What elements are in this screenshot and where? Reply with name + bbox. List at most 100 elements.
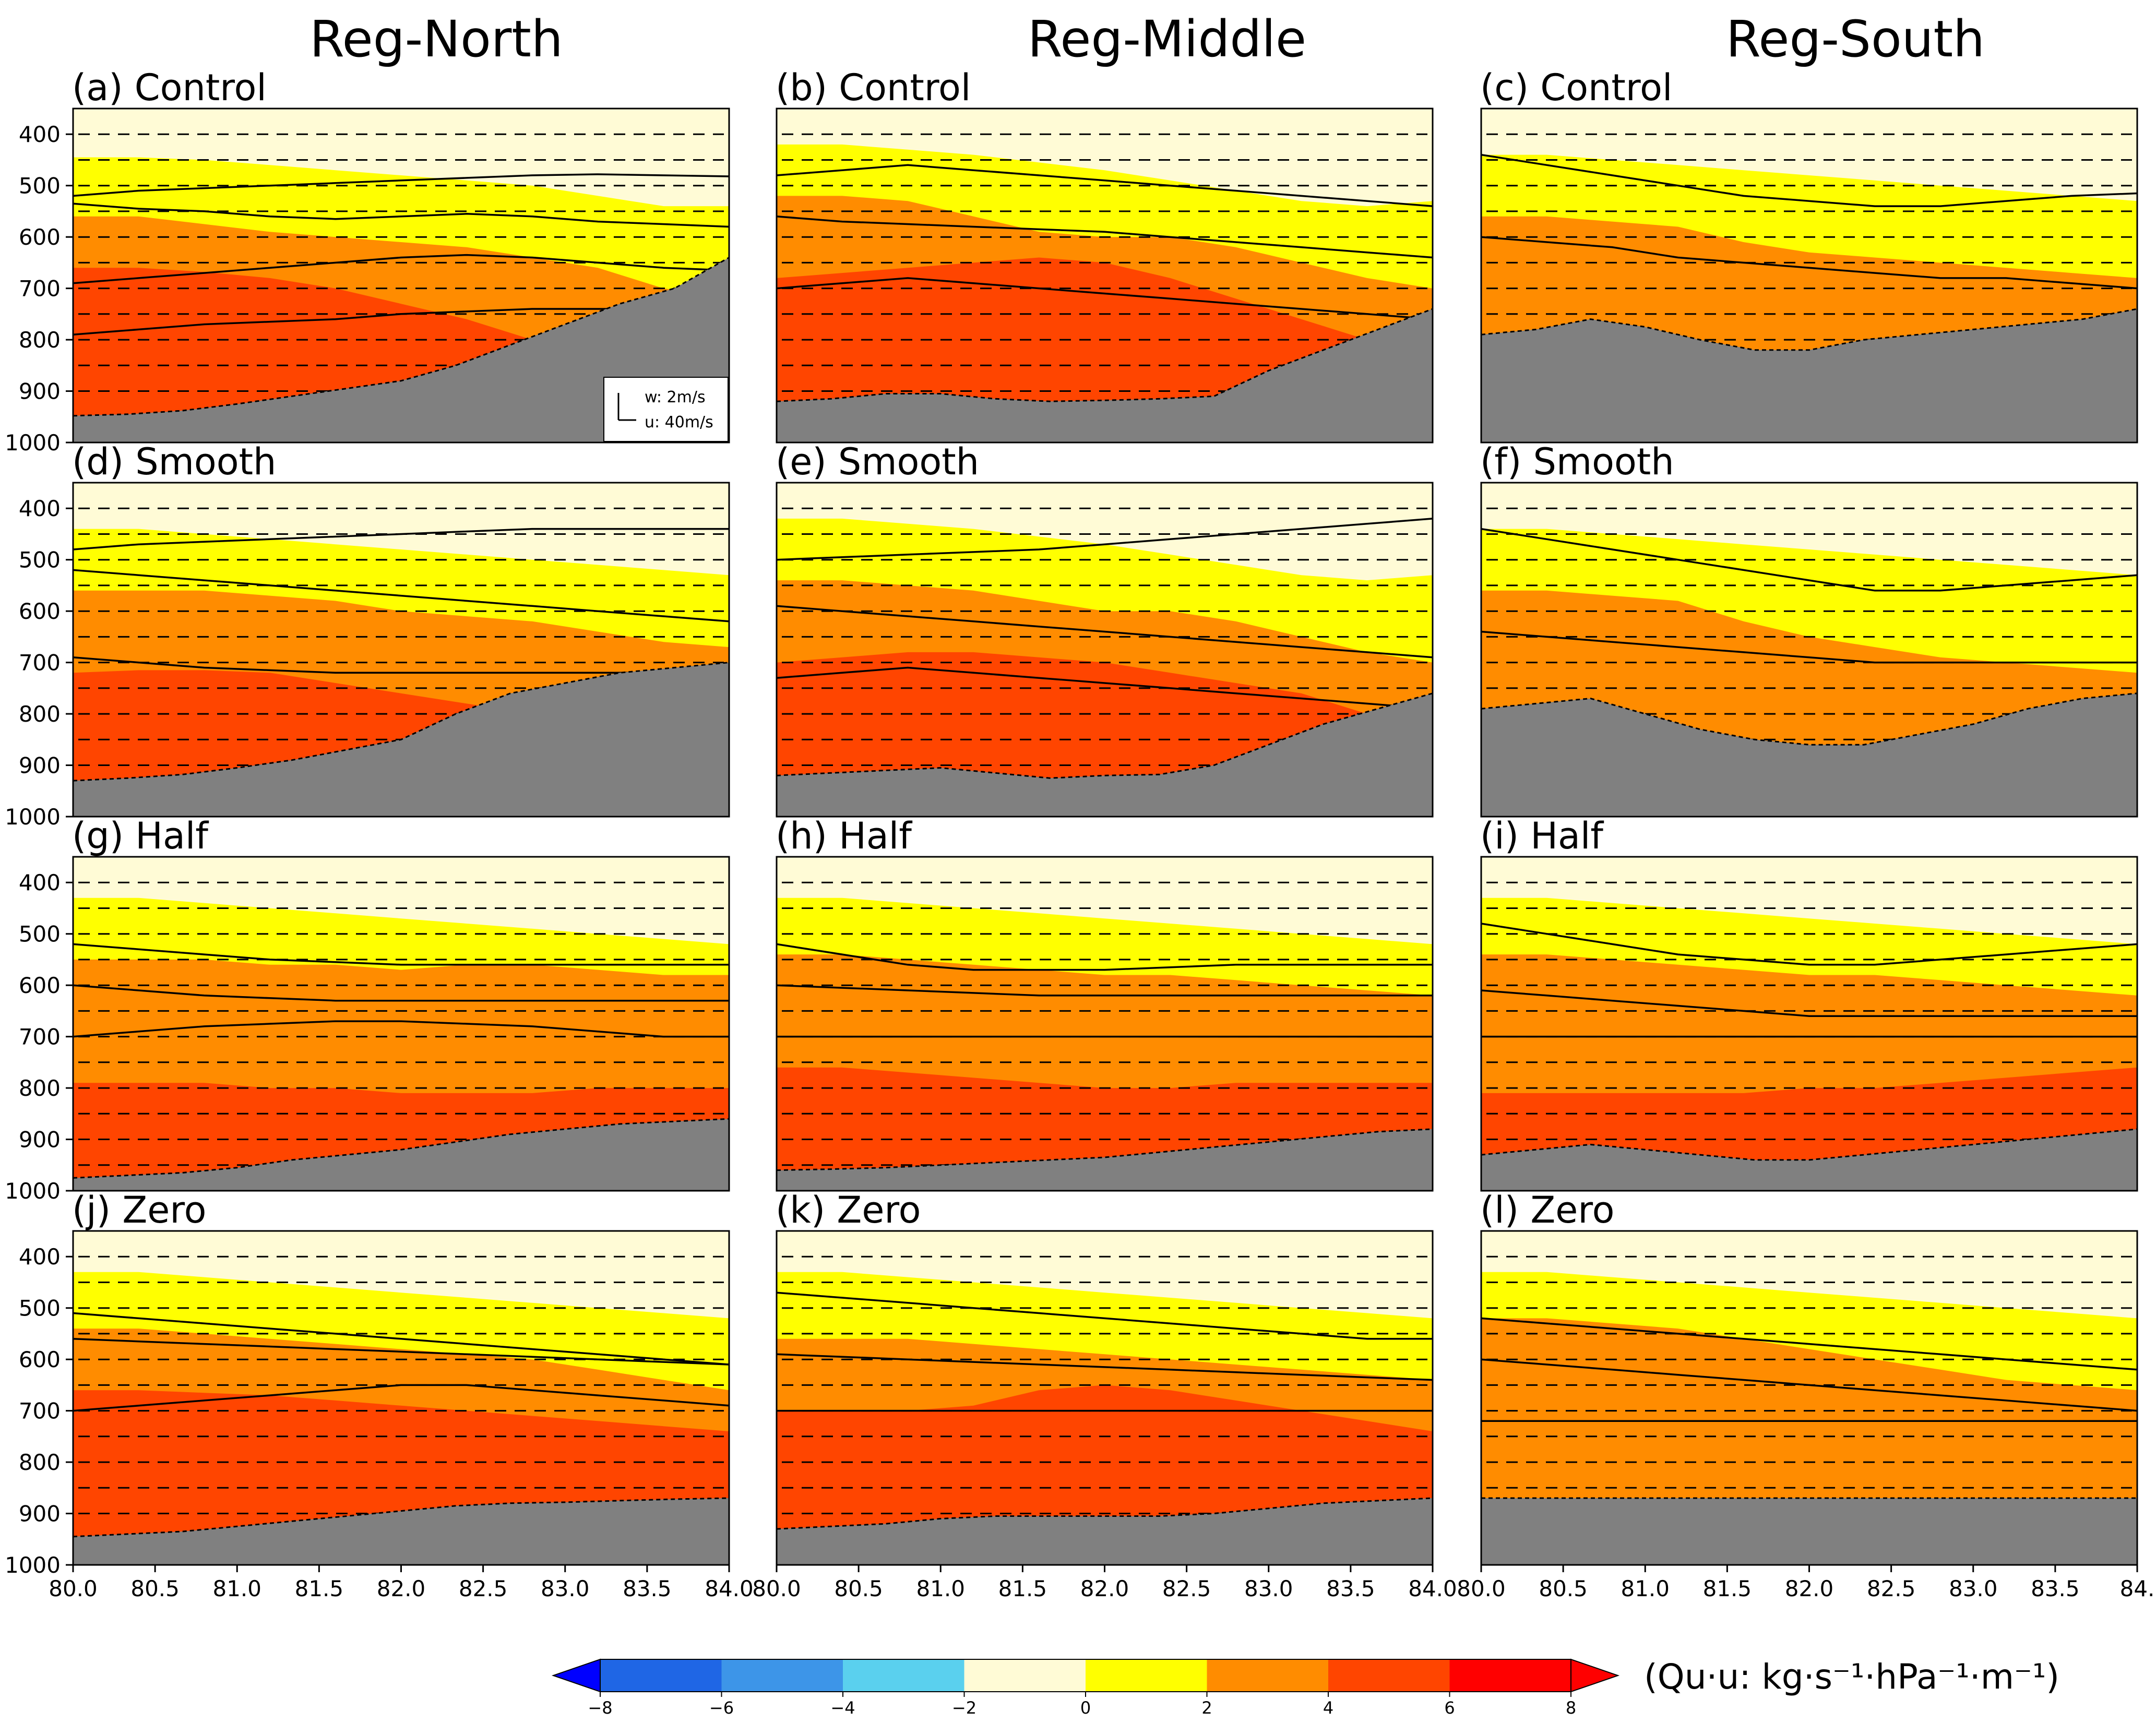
isentrope-contour: [73, 1338, 729, 1366]
column-headers: Reg-North Reg-Middle Reg-South: [309, 10, 1985, 68]
y-tick-label: 500: [19, 1296, 61, 1321]
panel-k: (k) Zero 80.0 80.5 81.0 81.5 82.0 82.5 83.0 83.5…: [752, 1189, 1457, 1601]
panel-l: (l) Zero 80.0 80.5 81.0 81.5 82.0 82.5 83.0 83.5…: [1457, 1189, 2154, 1601]
y-tick-label: 400: [19, 496, 61, 521]
panel-title: (i) Half: [1480, 815, 1604, 857]
y-tick-label: 800: [19, 701, 61, 727]
colorbar-segment: [600, 1659, 722, 1692]
panel-d: (d) Smooth 400 500 600 700 800 900 1000: [5, 440, 730, 830]
isentrope-contour: [73, 984, 729, 1002]
colorbar-segment: [843, 1659, 965, 1692]
y-tick-label: 800: [19, 1450, 61, 1475]
panel-plot-area: [1481, 857, 2137, 1191]
x-tick-label: 82.5: [1162, 1576, 1211, 1601]
colorbar-tick-label: −2: [952, 1698, 976, 1718]
x-tick-label: 80.0: [752, 1576, 801, 1601]
colorbar-tick-label: −4: [830, 1698, 855, 1718]
panel-title: (k) Zero: [776, 1189, 921, 1231]
y-tick-label: 700: [19, 1024, 61, 1050]
isentrope-contour: [73, 173, 729, 197]
panel-frame: [72, 482, 730, 818]
terrain-outline: [73, 662, 729, 782]
colorbar-tick-label: 4: [1323, 1698, 1333, 1718]
isentrope-contour: [73, 943, 729, 966]
isentrope-contour: [777, 943, 1433, 971]
panel-plot-area: [73, 109, 729, 442]
colorbar-segment: [1207, 1659, 1329, 1692]
y-tick-label: 900: [19, 753, 61, 779]
panel-title: (a) Control: [72, 66, 267, 109]
panel-plot-area: [73, 857, 729, 1191]
terrain: [777, 1498, 1433, 1565]
panel-title: (e) Smooth: [776, 440, 979, 483]
panel-e: (e) Smooth: [776, 440, 1434, 818]
y-tick-label: 700: [19, 276, 61, 302]
y-tick-label: 800: [19, 1075, 61, 1101]
colorbar-tick-label: 8: [1566, 1698, 1576, 1718]
panel-frame: [1480, 856, 2138, 1192]
x-tick-label: 82.0: [1785, 1576, 1834, 1601]
colorbar-segment: [1086, 1659, 1208, 1692]
y-tick-label: 400: [19, 1244, 61, 1270]
isentrope-contour: [777, 164, 1433, 207]
x-tick-label: 81.0: [916, 1576, 965, 1601]
panel-title: (l) Zero: [1480, 1189, 1614, 1231]
panel-i: (i) Half: [1480, 815, 2138, 1192]
panel-title: (g) Half: [72, 815, 209, 857]
wind-key-box: [603, 377, 729, 442]
isentrope-contour: [73, 528, 729, 551]
terrain-outline: [1481, 692, 2137, 746]
panel-title: (h) Half: [776, 815, 912, 857]
isentrope-contour: [1481, 989, 2137, 1017]
isentrope-contour: [777, 605, 1433, 659]
isentrope-contour: [73, 202, 729, 228]
y-tick-label: 600: [19, 973, 61, 998]
y-tick-label: 900: [19, 379, 61, 404]
panel-plot-area: [73, 483, 729, 817]
x-tick-label: 80.0: [49, 1576, 98, 1601]
y-tick-label: 500: [19, 922, 61, 947]
column-header-north: Reg-North: [309, 10, 563, 68]
y-tick-label: 1000: [5, 804, 61, 830]
isentrope-contour: [777, 216, 1433, 259]
terrain: [1481, 1498, 2137, 1565]
colorbar-tick-label: −8: [588, 1698, 612, 1718]
x-tick-label: 81.5: [998, 1576, 1047, 1601]
panel-a: (a) Control 400 500 600 700 800 900 1000 w: 2m/s…: [5, 66, 730, 456]
panel-frame: [776, 482, 1434, 818]
isentrope-contour: [777, 277, 1433, 320]
panel-title: (c) Control: [1480, 66, 1672, 109]
panel-frame: [776, 107, 1434, 444]
terrain: [73, 1498, 729, 1565]
colorbar-extend-high: [1570, 1658, 1620, 1693]
isentrope-contour: [73, 1384, 729, 1412]
y-tick-label: 700: [19, 1398, 61, 1424]
x-tick-label: 83.0: [1949, 1576, 1998, 1601]
y-tick-label: 500: [19, 547, 61, 573]
terrain-outline: [73, 257, 729, 417]
panel-f: (f) Smooth: [1480, 440, 2138, 818]
panel-plot-area: [1481, 483, 2137, 817]
terrain: [777, 309, 1433, 442]
panels: (a) Control 400 500 600 700 800 900 1000 w: 2m/s…: [5, 66, 2154, 1601]
colorbar-tick-label: −6: [709, 1698, 734, 1718]
x-tick-label: 82.0: [377, 1576, 426, 1601]
y-tick-label: 1000: [5, 1178, 61, 1204]
wind-key-u-label: u: 40m/s: [645, 413, 713, 432]
x-tick-label: 83.5: [1326, 1576, 1375, 1601]
isentrope-contour: [1481, 153, 2137, 207]
column-header-south: Reg-South: [1726, 10, 1985, 68]
isentrope-contour: [73, 254, 729, 284]
isentrope-contour: [777, 666, 1433, 710]
panel-title: (f) Smooth: [1480, 440, 1674, 483]
terrain-outline: [73, 1497, 729, 1538]
wind-key: w: 2m/s u: 40m/s: [603, 377, 729, 442]
x-tick-label: 83.5: [623, 1576, 672, 1601]
x-tick-label: 83.0: [541, 1576, 590, 1601]
x-tick-label: 81.0: [212, 1576, 261, 1601]
y-tick-label: 600: [19, 224, 61, 250]
x-tick-label: 83.5: [2031, 1576, 2080, 1601]
isentrope-contour: [1481, 528, 2137, 592]
panel-frame: [776, 856, 1434, 1192]
colorbar-tick-label: 0: [1080, 1698, 1091, 1718]
